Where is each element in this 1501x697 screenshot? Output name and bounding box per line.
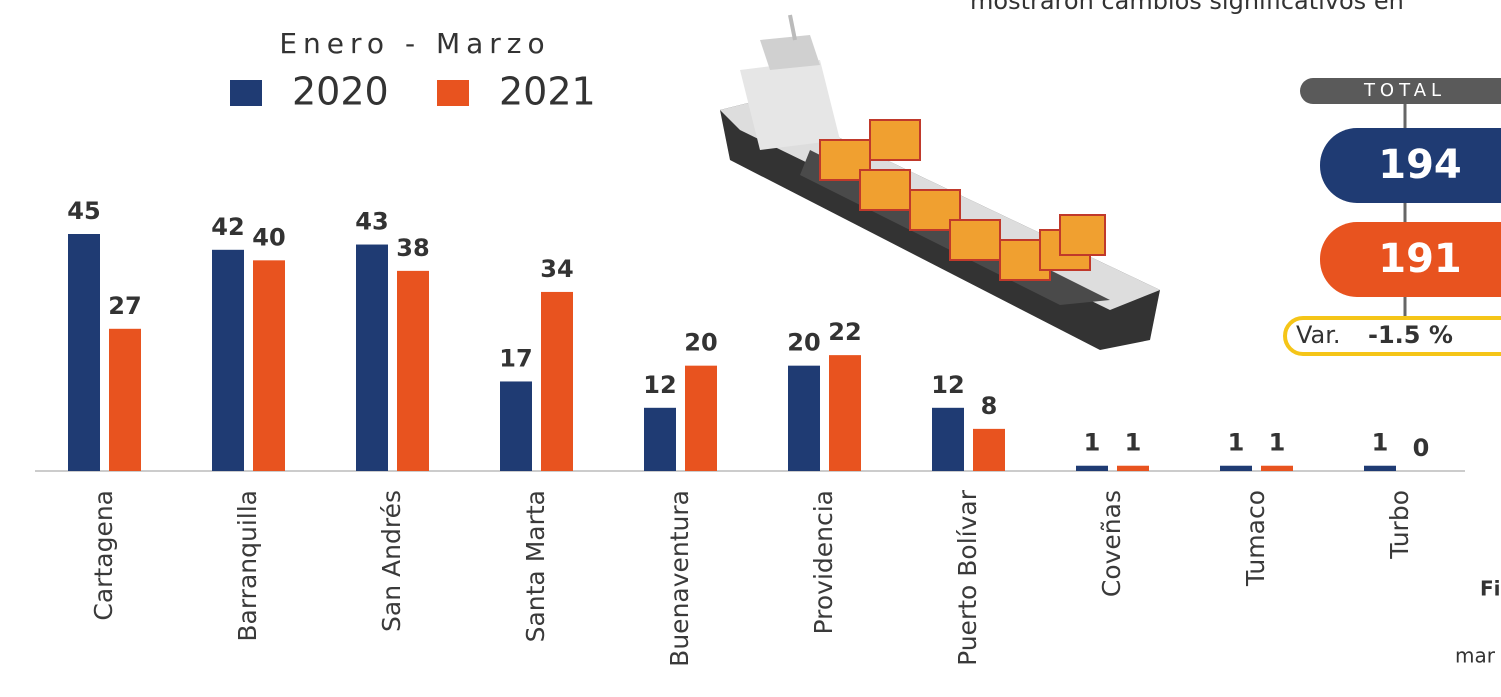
bar bbox=[1076, 465, 1108, 471]
value-label: 34 bbox=[540, 255, 573, 283]
category-label: Tumaco bbox=[1241, 490, 1270, 587]
category-label: Cartagena bbox=[89, 490, 118, 621]
bar bbox=[973, 428, 1005, 471]
var-label: Var. bbox=[1296, 321, 1341, 349]
bar bbox=[1261, 465, 1293, 471]
value-label: 40 bbox=[252, 223, 285, 251]
value-label: 1 bbox=[1372, 429, 1389, 457]
ship-illustration bbox=[720, 14, 1160, 350]
bar bbox=[644, 407, 676, 471]
value-label: 17 bbox=[499, 344, 532, 372]
value-label: 42 bbox=[211, 213, 244, 241]
category-label: Providencia bbox=[809, 490, 838, 635]
category-label: Turbo bbox=[1385, 490, 1414, 560]
value-label: 43 bbox=[355, 208, 388, 236]
value-label: 1 bbox=[1228, 429, 1245, 457]
value-label: 20 bbox=[787, 329, 820, 357]
category-label: Barranquilla bbox=[233, 490, 262, 642]
bar bbox=[829, 355, 861, 471]
total-2021 bbox=[1320, 222, 1501, 297]
top-text: mostraron cambios significativos en bbox=[970, 0, 1404, 15]
value-label: 1 bbox=[1084, 429, 1101, 457]
var-value: -1.5 % bbox=[1368, 321, 1453, 349]
bar bbox=[253, 260, 285, 471]
bar bbox=[1220, 465, 1252, 471]
bar bbox=[685, 365, 717, 471]
var-pill bbox=[1283, 316, 1501, 356]
bar bbox=[932, 407, 964, 471]
bar bbox=[212, 249, 244, 471]
total-value: 191 bbox=[1378, 236, 1462, 282]
bar bbox=[1364, 465, 1396, 471]
legend-label: 2021 bbox=[499, 70, 596, 114]
bar bbox=[541, 291, 573, 471]
bar bbox=[500, 381, 532, 471]
value-label: 8 bbox=[981, 392, 998, 420]
value-label: 20 bbox=[684, 329, 717, 357]
value-label: 38 bbox=[396, 234, 429, 262]
category-label: Santa Marta bbox=[521, 490, 550, 642]
value-label: 45 bbox=[67, 197, 100, 225]
value-label: 12 bbox=[643, 371, 676, 399]
fig-label: Fi bbox=[1480, 577, 1501, 601]
bar bbox=[356, 244, 388, 471]
total-pill bbox=[1300, 78, 1501, 104]
value-label: 27 bbox=[108, 292, 141, 320]
subtitle: Enero - Marzo bbox=[279, 27, 550, 60]
footer-text: mar bbox=[1455, 644, 1496, 668]
legend-label: 2020 bbox=[292, 70, 389, 114]
total-label: TOTAL bbox=[1363, 80, 1446, 101]
value-label: 0 bbox=[1413, 434, 1430, 462]
total-value: 194 bbox=[1378, 142, 1462, 188]
bar bbox=[109, 328, 141, 471]
bar bbox=[68, 234, 100, 471]
category-label: Puerto Bolívar bbox=[953, 489, 982, 666]
category-label: Coveñas bbox=[1097, 490, 1126, 597]
bar bbox=[1117, 465, 1149, 471]
category-label: Buenaventura bbox=[665, 490, 694, 667]
bar bbox=[788, 365, 820, 471]
value-label: 1 bbox=[1125, 429, 1142, 457]
value-label: 22 bbox=[828, 318, 861, 346]
bar bbox=[397, 270, 429, 471]
value-label: 12 bbox=[931, 371, 964, 399]
value-label: 1 bbox=[1269, 429, 1286, 457]
legend-swatch bbox=[437, 80, 469, 106]
category-label: San Andrés bbox=[377, 490, 406, 632]
total-2020 bbox=[1320, 128, 1501, 203]
legend-swatch bbox=[230, 80, 262, 106]
